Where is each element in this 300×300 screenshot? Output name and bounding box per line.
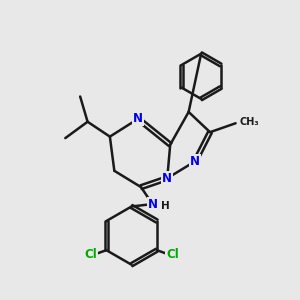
Text: Cl: Cl (166, 248, 178, 261)
Text: N: N (147, 198, 158, 211)
Text: CH₃: CH₃ (239, 117, 259, 127)
Text: N: N (162, 172, 172, 185)
Text: H: H (161, 202, 170, 212)
Text: N: N (190, 155, 200, 168)
Text: N: N (133, 112, 143, 125)
Text: Cl: Cl (85, 248, 97, 261)
